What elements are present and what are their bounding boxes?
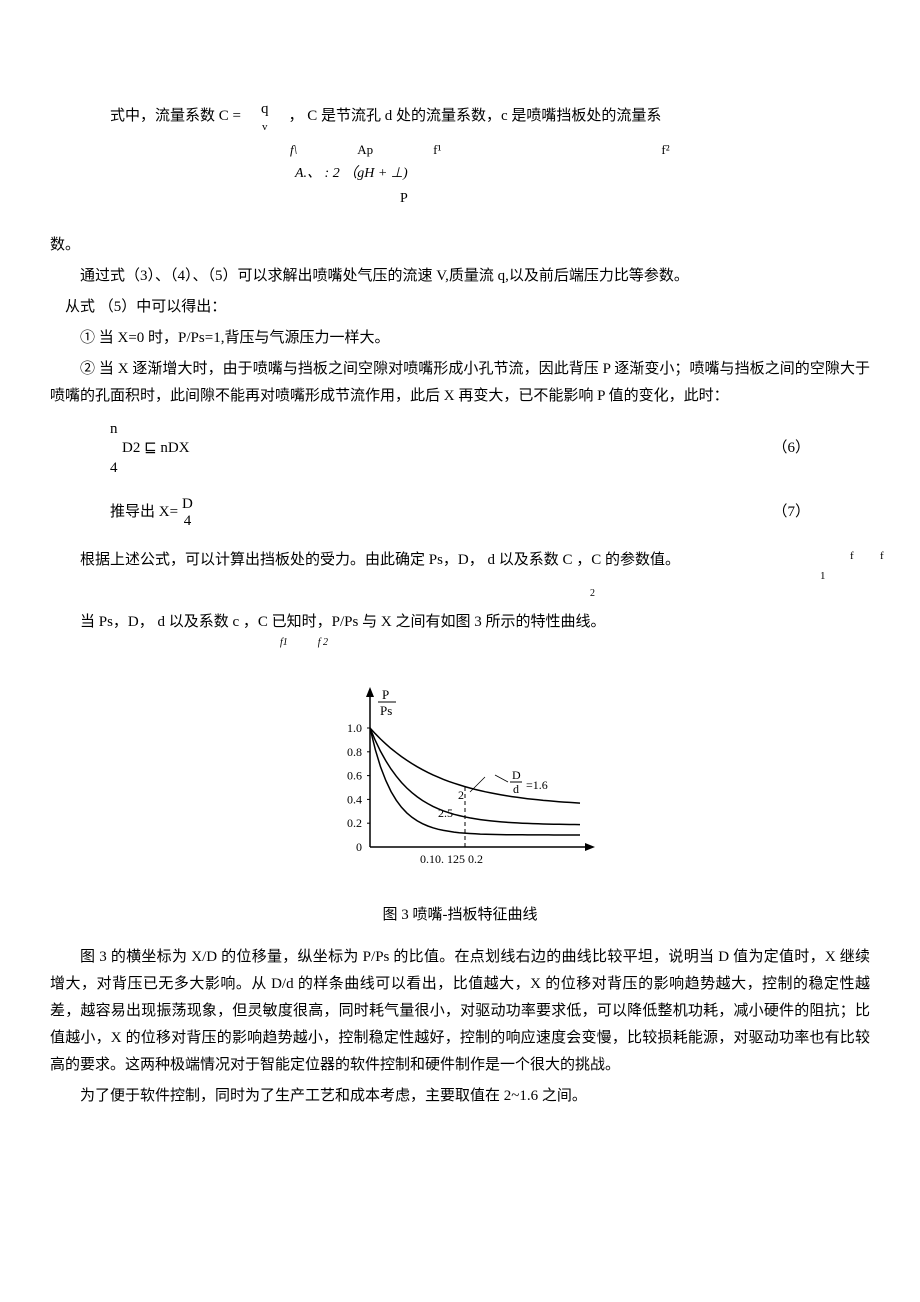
p0: 数。 — [50, 232, 870, 259]
eq7-frac: D 4 — [178, 496, 197, 529]
eq7-number: （7） — [772, 499, 810, 526]
p7: 图 3 的横坐标为 X/D 的位移量，纵坐标为 P/Ps 的比值。在点划线右边的… — [50, 944, 870, 1079]
f1b-sym: f¹ — [433, 138, 441, 161]
svg-text:0.10. 125 0.2: 0.10. 125 0.2 — [420, 852, 483, 866]
formula-prefix: 式中，流量系数 C = — [110, 103, 241, 130]
eq6-mid: D2 ⊑ nDX — [110, 439, 190, 459]
row3-text: A.、 : 2 （gH + ⊥) — [295, 166, 408, 181]
p3: ① 当 X=0 时，P/Ps=1,背压与气源压力一样大。 — [50, 325, 870, 352]
p6-sub1: f1 — [280, 634, 288, 652]
formula-row4: P — [400, 186, 870, 211]
p1: 通过式（3）、（4）、（5）可以求解出喷嘴处气压的流速 V,质量流 q,以及前后… — [50, 263, 870, 290]
eq6-bot: 4 — [110, 459, 118, 479]
p5-tail1: f 1 — [820, 547, 850, 587]
p6-sub2: f 2 — [318, 634, 328, 652]
chart: PPs 1.0 0.8 0.6 0.4 0.2 0 0.10. 125 0.2 2 2.5 Dd =1… — [50, 677, 870, 887]
formula-row1: 式中，流量系数 C = q v ， C 是节流孔 d 处的流量系数，c 是喷嘴挡… — [110, 100, 870, 134]
p5-wrap: 根据上述公式，可以计算出挡板处的受力。由此确定 Ps，D， d 以及系数 C ，… — [50, 547, 870, 587]
p4: ② 当 X 逐渐增大时，由于喷嘴与挡板之间空隙对喷嘴形成小孔节流，因此背压 P … — [50, 356, 870, 410]
formula-block-1: 式中，流量系数 C = q v ， C 是节流孔 d 处的流量系数，c 是喷嘴挡… — [110, 100, 870, 212]
ap-sym: Ap — [357, 138, 373, 161]
svg-text:2.5: 2.5 — [438, 806, 453, 820]
f2-sym: f² — [661, 138, 669, 161]
svg-text:2: 2 — [458, 788, 464, 802]
p6-wrap: 当 Ps，D， d 以及系数 c ，C 已知时，P/Ps 与 X 之间有如图 3… — [50, 609, 870, 636]
svg-text:0.8: 0.8 — [347, 744, 362, 758]
p2: 从式 （5）中可以得出： — [50, 294, 870, 321]
equation-6: n D2 ⊑ nDX 4 （6） — [50, 420, 870, 479]
eq6-body: n D2 ⊑ nDX 4 — [110, 420, 190, 479]
eq7-num: D — [178, 496, 197, 513]
svg-text:1.0: 1.0 — [347, 721, 362, 735]
eq7-den: 4 — [180, 513, 196, 530]
svg-text:D: D — [512, 768, 521, 782]
formula-v: v — [262, 120, 268, 134]
formula-tail: ， C 是节流孔 d 处的流量系数，c 是喷嘴挡板处的流量系 — [288, 103, 661, 130]
svg-text:0.6: 0.6 — [347, 768, 362, 782]
formula-row3: A.、 : 2 （gH + ⊥) — [295, 161, 870, 186]
svg-text:0: 0 — [356, 840, 362, 854]
formula-q: q — [261, 100, 269, 120]
eq6-content: n D2 ⊑ nDX 4 — [110, 420, 190, 479]
eq6-number: （6） — [772, 435, 810, 462]
svg-text:d: d — [513, 782, 519, 796]
p5-text: 根据上述公式，可以计算出挡板处的受力。由此确定 Ps，D， d 以及系数 C ，… — [80, 552, 680, 568]
p5-sub2: 2 — [590, 585, 870, 603]
formula-row2: f\ Ap f¹ f² — [290, 138, 870, 161]
equation-7: 推导出 X= D 4 （7） — [50, 496, 870, 529]
p8: 为了便于软件控制，同时为了生产工艺和成本考虑，主要取值在 2~1.6 之间。 — [50, 1083, 870, 1110]
chart-svg: PPs 1.0 0.8 0.6 0.4 0.2 0 0.10. 125 0.2 2 2.5 Dd =1… — [320, 677, 600, 877]
formula-frac: q v — [261, 100, 269, 134]
svg-text:Ps: Ps — [380, 703, 392, 718]
p5-tail2: f — [850, 547, 870, 567]
svg-text:P: P — [382, 687, 389, 702]
chart-caption: 图 3 喷嘴-挡板特征曲线 — [50, 902, 870, 929]
p6-subs: f1 f 2 — [280, 634, 870, 652]
svg-text:0.2: 0.2 — [347, 816, 362, 830]
p5a: 根据上述公式，可以计算出挡板处的受力。由此确定 Ps，D， d 以及系数 C ，… — [50, 547, 820, 574]
p6-text: 当 Ps，D， d 以及系数 c ，C 已知时，P/Ps 与 X 之间有如图 3… — [80, 614, 605, 630]
svg-text:=1.6: =1.6 — [526, 778, 548, 792]
eq7-prefix: 推导出 X= — [110, 499, 178, 526]
eq6-top: n — [110, 420, 118, 440]
svg-text:0.4: 0.4 — [347, 792, 362, 806]
row4-text: P — [400, 191, 408, 206]
f1-sym: f\ — [290, 138, 297, 161]
eq7-content: 推导出 X= D 4 — [110, 496, 197, 529]
